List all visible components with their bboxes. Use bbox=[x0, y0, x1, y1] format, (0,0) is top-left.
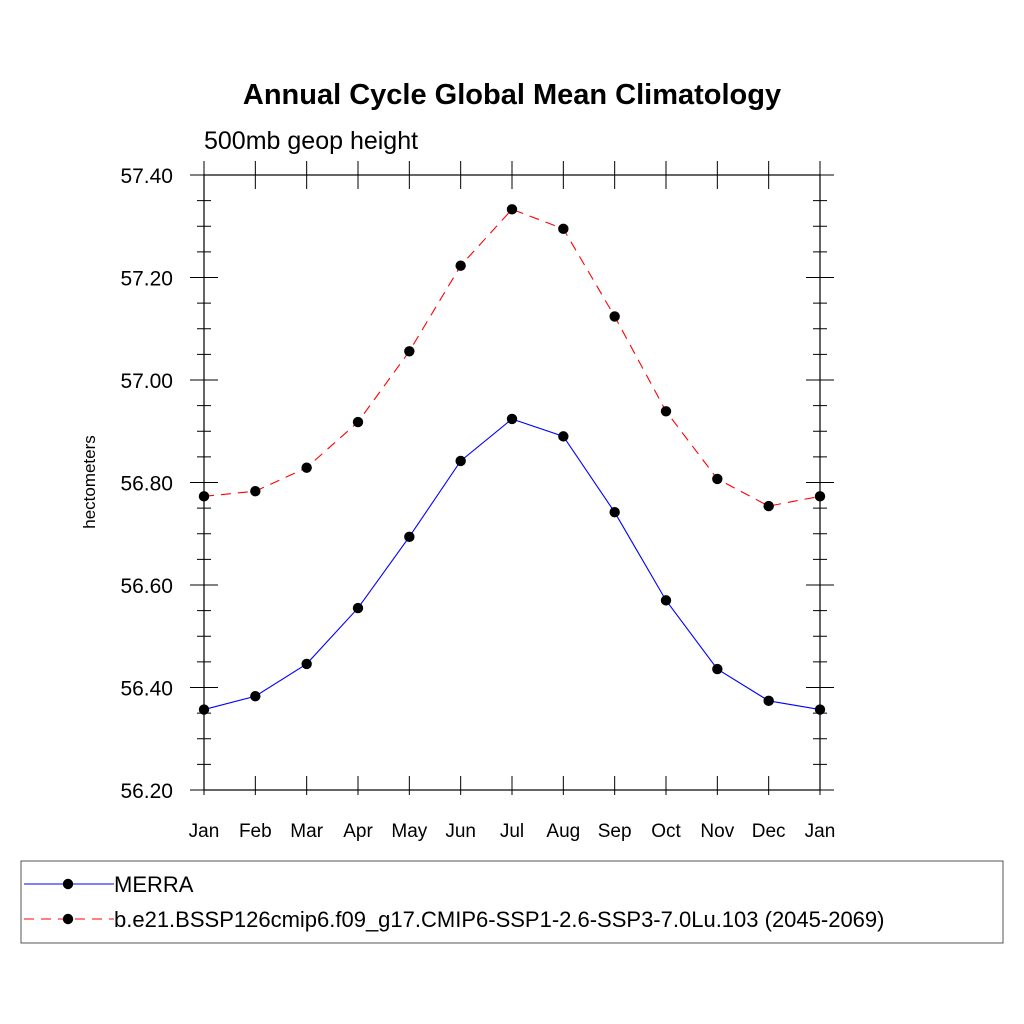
chart-subtitle: 500mb geop height bbox=[204, 127, 418, 155]
series-2-point bbox=[558, 223, 569, 235]
series-1-point bbox=[558, 431, 569, 442]
x-tick-label: Nov bbox=[700, 821, 734, 842]
x-tick-label: Jun bbox=[445, 821, 476, 842]
series-1-point bbox=[660, 595, 672, 606]
legend-marker-1 bbox=[62, 878, 74, 890]
legend-marker-2 bbox=[62, 913, 74, 925]
x-tick-label: Jan bbox=[805, 821, 836, 842]
series-1-point bbox=[404, 531, 415, 543]
series-2-point bbox=[609, 311, 620, 322]
legend: MERRA b.e21.BSSP126cmip6.f09_g17.CMIP6-SS… bbox=[24, 872, 884, 932]
x-tick-label: Jan bbox=[189, 821, 220, 842]
series-2-point bbox=[814, 491, 826, 502]
series-line-2 bbox=[203, 208, 821, 507]
series-2-point bbox=[455, 260, 466, 271]
series-1-point bbox=[712, 663, 723, 675]
series-1-point bbox=[455, 455, 466, 467]
y-tick-label: 57.40 bbox=[120, 165, 173, 188]
series-1-point bbox=[198, 704, 210, 715]
legend-label-2: b.e21.BSSP126cmip6.f09_g17.CMIP6-SSP1-2.… bbox=[114, 907, 884, 932]
series-1-point bbox=[352, 602, 364, 614]
axis-ticks: Jan Feb Mar Apr May Jun Jul Aug Sep Oct Nov Dec Jan 5… bbox=[120, 161, 835, 842]
series-2-point bbox=[660, 406, 672, 417]
series-2-point bbox=[404, 346, 415, 357]
series-2-point bbox=[506, 204, 518, 215]
series-1-point bbox=[814, 704, 826, 715]
plot-frame bbox=[203, 174, 821, 791]
series-2-point bbox=[198, 491, 210, 502]
y-tick-label: 56.20 bbox=[120, 780, 173, 803]
chart-title: Annual Cycle Global Mean Climatology bbox=[243, 79, 781, 111]
y-tick-label: 57.00 bbox=[120, 370, 173, 393]
x-tick-label: Jul bbox=[500, 821, 524, 842]
series-2-point bbox=[712, 473, 723, 485]
x-tick-label: Sep bbox=[598, 821, 632, 842]
x-tick-label: Dec bbox=[752, 821, 786, 842]
x-tick-label: Feb bbox=[239, 821, 272, 842]
y-axis-label: hectometers bbox=[80, 435, 99, 529]
series-1-point bbox=[506, 413, 518, 425]
series-lines bbox=[198, 204, 826, 715]
series-1-point bbox=[763, 695, 774, 707]
series-1-point bbox=[250, 691, 261, 702]
x-tick-label: Apr bbox=[343, 821, 373, 842]
y-tick-label: 56.40 bbox=[120, 678, 173, 701]
series-2-point bbox=[250, 486, 261, 497]
series-line-1 bbox=[203, 418, 821, 711]
x-tick-label: May bbox=[391, 821, 427, 842]
series-2-point bbox=[352, 416, 364, 428]
series-1-point bbox=[301, 658, 312, 670]
y-tick-label: 56.80 bbox=[120, 473, 173, 496]
series-2-point bbox=[763, 500, 774, 512]
x-tick-label: Oct bbox=[651, 821, 681, 842]
y-tick-label: 56.60 bbox=[120, 575, 173, 598]
x-tick-label: Aug bbox=[546, 821, 580, 842]
y-tick-label: 57.20 bbox=[120, 268, 173, 291]
legend-box bbox=[20, 860, 1004, 944]
legend-label-1: MERRA bbox=[114, 872, 194, 897]
series-2-point bbox=[301, 462, 312, 473]
x-tick-label: Mar bbox=[290, 821, 323, 842]
series-1-point bbox=[609, 507, 620, 518]
